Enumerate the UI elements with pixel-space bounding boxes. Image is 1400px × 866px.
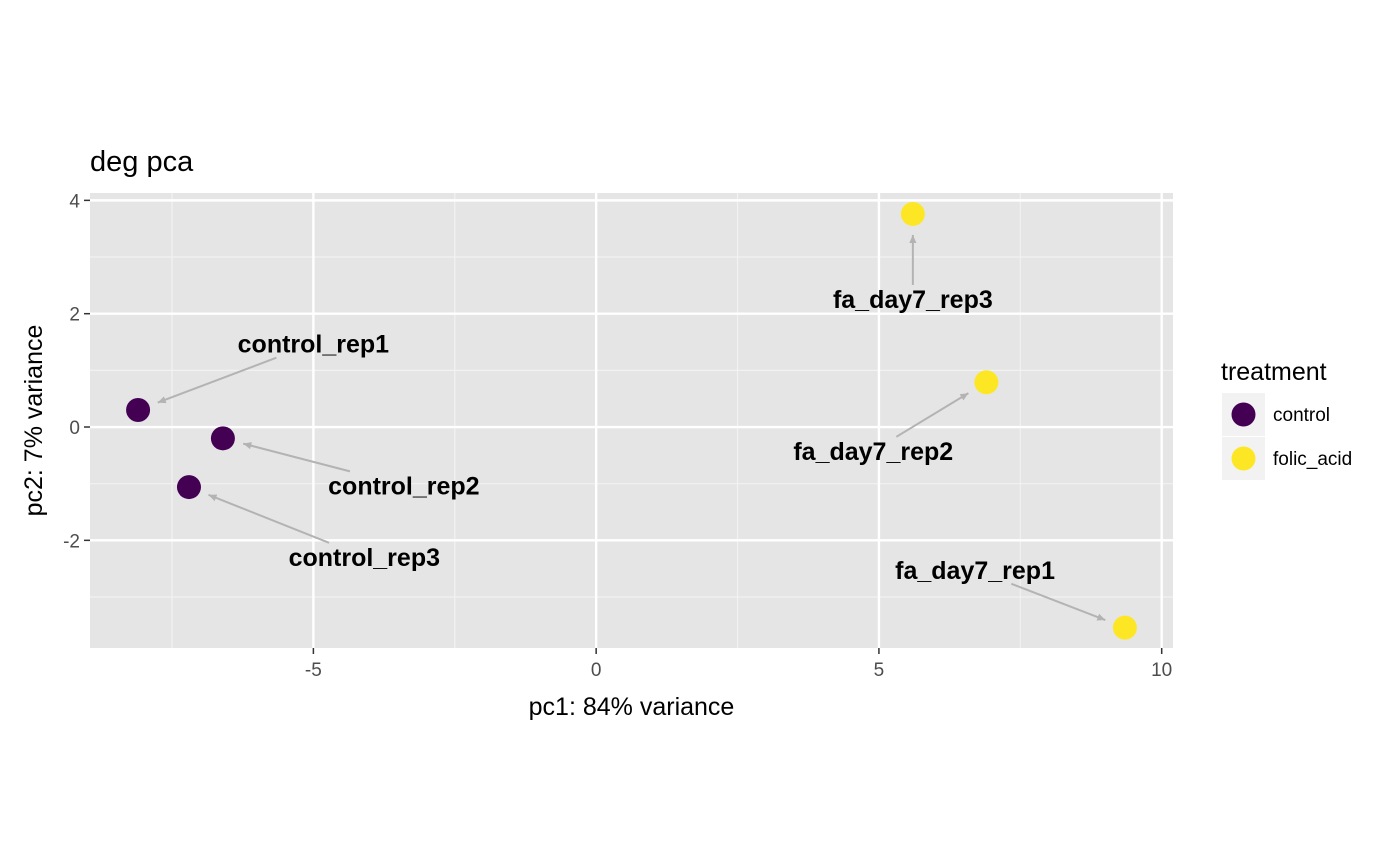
x-axis-title: pc1: 84% variance <box>529 693 735 721</box>
legend: treatment control folic_acid <box>1221 358 1352 480</box>
y-tick-label: 4 <box>69 191 80 212</box>
label-arrow-line <box>895 392 969 438</box>
label-arrow-head <box>909 234 917 243</box>
data-point <box>210 426 235 451</box>
legend-swatch <box>1231 446 1256 471</box>
data-point <box>176 475 201 500</box>
x-tick-label: 0 <box>591 660 602 681</box>
y-tick-label: 0 <box>69 418 80 439</box>
plot-panel <box>90 193 1173 648</box>
point-label: control_rep1 <box>238 331 390 359</box>
label-arrow-head <box>208 494 218 502</box>
label-arrow-line <box>157 356 277 404</box>
legend-swatch <box>1231 402 1256 427</box>
chart-title: deg pca <box>90 146 194 178</box>
legend-title: treatment <box>1221 358 1327 386</box>
data-point <box>1112 615 1137 640</box>
y-tick-label: -2 <box>63 531 80 552</box>
x-tick-label: -5 <box>305 660 322 681</box>
label-arrows <box>157 234 1106 621</box>
major-gridlines <box>90 193 1173 648</box>
label-arrow-line <box>208 493 330 544</box>
point-label: fa_day7_rep2 <box>793 438 953 466</box>
legend-label: control <box>1273 405 1330 426</box>
data-point <box>126 398 151 423</box>
label-arrow-head <box>243 442 252 450</box>
label-arrow-head <box>959 393 969 401</box>
point-label: fa_day7_rep1 <box>895 557 1055 585</box>
label-arrow-line <box>242 442 351 473</box>
legend-label: folic_acid <box>1273 449 1352 470</box>
data-points <box>126 201 1137 640</box>
point-label: control_rep3 <box>289 544 440 572</box>
point-labels: control_rep1 control_rep2 control_rep3 fa_d… <box>238 286 1055 585</box>
data-point <box>974 370 999 395</box>
y-axis-title: pc2: 7% variance <box>20 325 48 517</box>
y-axis: -2 0 2 4 <box>63 191 90 552</box>
x-tick-label: 5 <box>874 660 885 681</box>
minor-gridlines <box>90 193 1173 648</box>
x-tick-label: 10 <box>1151 660 1172 681</box>
data-point <box>900 201 925 226</box>
point-label: fa_day7_rep3 <box>833 286 993 314</box>
y-tick-label: 2 <box>69 305 80 326</box>
label-arrow-line <box>1011 582 1106 621</box>
label-arrow-head <box>157 396 167 404</box>
label-arrow-head <box>1096 613 1106 621</box>
x-axis: -5 0 5 10 <box>305 648 1172 681</box>
point-label: control_rep2 <box>328 472 479 500</box>
